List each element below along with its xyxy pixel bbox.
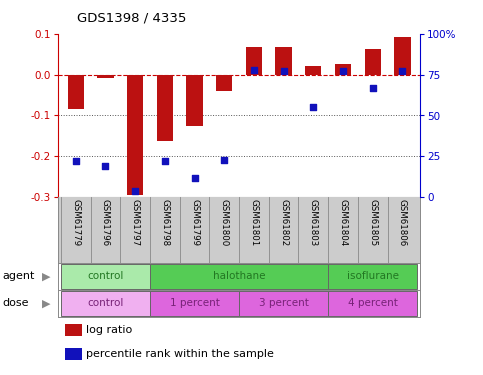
Bar <box>239 291 328 316</box>
Bar <box>246 47 262 75</box>
Text: isoflurane: isoflurane <box>347 272 398 281</box>
Bar <box>61 291 150 316</box>
Point <box>339 68 347 74</box>
Text: GSM61804: GSM61804 <box>339 199 347 246</box>
Text: agent: agent <box>2 272 35 281</box>
Bar <box>305 66 322 75</box>
Bar <box>394 37 411 75</box>
Text: GSM61803: GSM61803 <box>309 199 318 246</box>
Text: GSM61796: GSM61796 <box>101 199 110 246</box>
Point <box>191 175 199 181</box>
Text: log ratio: log ratio <box>86 325 132 335</box>
Text: GSM61800: GSM61800 <box>220 199 229 246</box>
Bar <box>65 324 82 336</box>
Point <box>220 158 228 164</box>
Bar <box>97 75 114 78</box>
Point <box>101 163 109 169</box>
Bar <box>186 75 203 126</box>
Text: GSM61802: GSM61802 <box>279 199 288 246</box>
Text: GSM61799: GSM61799 <box>190 199 199 246</box>
Point <box>398 68 406 74</box>
Point <box>161 158 169 164</box>
Text: 1 percent: 1 percent <box>170 298 219 308</box>
Text: control: control <box>87 272 124 281</box>
Text: GSM61801: GSM61801 <box>249 199 258 246</box>
Bar <box>328 264 417 289</box>
Text: dose: dose <box>2 298 29 308</box>
Text: 4 percent: 4 percent <box>348 298 398 308</box>
Bar <box>150 291 239 316</box>
Point <box>280 68 287 74</box>
Point <box>250 67 258 73</box>
Bar <box>216 75 232 91</box>
Text: ▶: ▶ <box>42 298 50 308</box>
Text: control: control <box>87 298 124 308</box>
Text: GSM61806: GSM61806 <box>398 199 407 246</box>
Text: GSM61805: GSM61805 <box>368 199 377 246</box>
Bar <box>275 47 292 75</box>
Point <box>72 158 80 164</box>
Point <box>310 104 317 110</box>
Bar <box>65 348 82 360</box>
Text: GDS1398 / 4335: GDS1398 / 4335 <box>77 11 186 24</box>
Bar <box>68 75 84 108</box>
Text: GSM61798: GSM61798 <box>160 199 170 246</box>
Bar <box>156 75 173 141</box>
Bar <box>127 75 143 195</box>
Bar <box>150 264 328 289</box>
Point <box>131 188 139 194</box>
Bar <box>335 64 351 75</box>
Text: percentile rank within the sample: percentile rank within the sample <box>86 350 274 359</box>
Bar <box>328 291 417 316</box>
Text: ▶: ▶ <box>42 272 50 281</box>
Text: 3 percent: 3 percent <box>259 298 309 308</box>
Bar <box>61 264 150 289</box>
Point <box>369 85 377 91</box>
Text: GSM61797: GSM61797 <box>131 199 140 246</box>
Bar <box>365 49 381 75</box>
Text: halothane: halothane <box>213 272 265 281</box>
Text: GSM61779: GSM61779 <box>71 199 80 246</box>
